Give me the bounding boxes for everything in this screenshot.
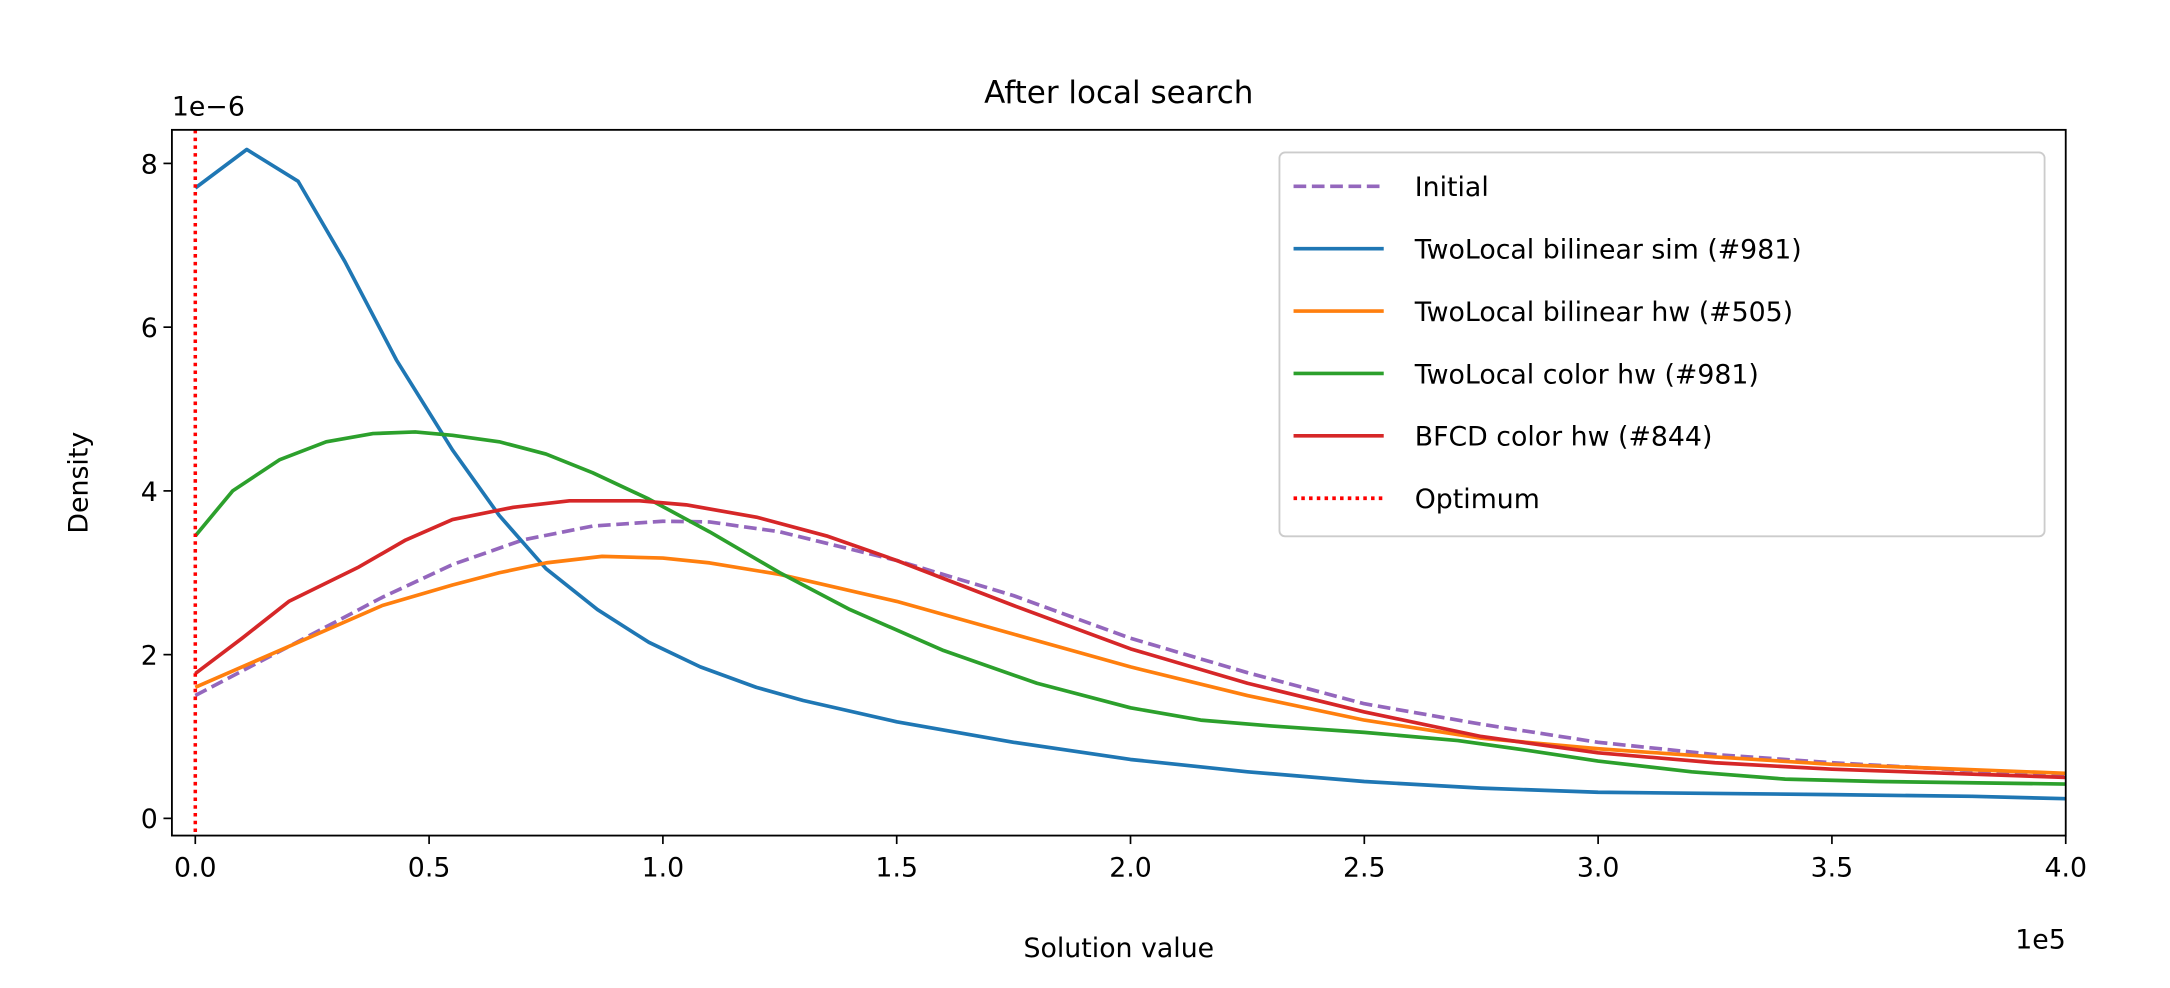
x-tick-label: 0.5 (408, 852, 451, 883)
x-tick-label: 1.5 (875, 852, 918, 883)
legend: Initial TwoLocal bilinear sim (#981) TwoLo… (1278, 151, 2046, 538)
series-line-twolocal-bilinear-hw-505 (194, 554, 2066, 776)
y-ticks: 0 2 4 6 8 (141, 149, 172, 835)
series-line-twolocal-bilinear-sim-981 (194, 147, 2066, 801)
x-axis-label: Solution value (1024, 933, 1215, 964)
y-tick-label: 8 (141, 149, 158, 180)
x-tick-label: 1.0 (642, 852, 685, 883)
legend-label: TwoLocal color hw (#981) (1414, 359, 1759, 390)
x-tick-label: 2.0 (1109, 852, 1152, 883)
y-tick-label: 4 (141, 477, 158, 508)
x-ticks: 0.0 0.5 1.0 1.5 2.0 2.5 3.0 3.5 4.0 (174, 835, 2087, 884)
legend-label: Optimum (1415, 484, 1540, 515)
series-lines (193, 129, 2066, 836)
x-tick-label: 2.5 (1343, 852, 1386, 883)
x-tick-label: 3.5 (1811, 852, 1854, 883)
y-tick-label: 0 (141, 804, 158, 835)
legend-label: TwoLocal bilinear hw (#505) (1414, 297, 1793, 328)
legend-label: Initial (1415, 172, 1489, 203)
series-line-bfcd-color-hw-844 (194, 498, 2066, 780)
x-tick-label: 0.0 (174, 852, 217, 883)
y-offset-label: 1e−6 (172, 92, 245, 123)
x-tick-label: 3.0 (1577, 852, 1620, 883)
x-offset-label: 1e5 (2015, 924, 2066, 955)
x-tick-label: 4.0 (2044, 852, 2087, 883)
series-line-twolocal-color-hw-981 (193, 430, 2066, 786)
plot-frame (170, 128, 2067, 837)
y-tick-label: 2 (141, 640, 158, 671)
y-axis-label: Density (63, 432, 94, 534)
y-tick-label: 6 (141, 313, 158, 344)
chart-title: After local search (984, 75, 1253, 111)
legend-label: TwoLocal bilinear sim (#981) (1414, 235, 1802, 266)
legend-label: BFCD color hw (#844) (1415, 422, 1713, 453)
legend-box (1278, 151, 2046, 538)
